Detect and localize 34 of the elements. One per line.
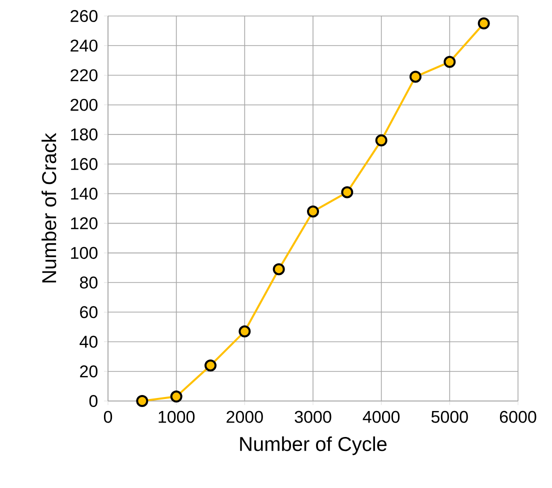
point	[341, 186, 354, 198]
point	[478, 17, 490, 30]
point	[170, 390, 182, 403]
y-tick-label: 60	[80, 306, 98, 318]
point	[272, 263, 285, 276]
point	[375, 134, 388, 146]
y-tick-label: 160	[71, 158, 98, 170]
x-tick-label: 4000	[362, 410, 400, 423]
x-tick-label: 5000	[431, 410, 468, 423]
y-tick-label: 20	[80, 365, 98, 378]
x-tick-label: 1000	[158, 410, 195, 423]
x-tick-label: 3000	[294, 410, 332, 423]
point	[238, 325, 251, 338]
y-tick-label: 100	[71, 246, 98, 259]
y-tick-label: 260	[70, 10, 98, 22]
y-tick-label: 80	[80, 276, 98, 289]
y-tick-label: 240	[70, 40, 98, 52]
y-axis-title: Number of Crack	[42, 132, 56, 282]
y-tick-label: 220	[70, 69, 98, 82]
x-tick-label: 6000	[500, 410, 536, 423]
point	[204, 359, 217, 372]
y-tick-label: 40	[80, 336, 98, 348]
point	[444, 56, 456, 68]
x-axis-title: Number of Cycle	[240, 436, 387, 456]
x-tick-label: 2000	[226, 410, 263, 423]
x-tick-label: 0	[104, 410, 112, 423]
y-tick-label: 140	[71, 188, 98, 200]
y-tick-label: 120	[71, 217, 98, 230]
y-tick-label: 0	[89, 394, 98, 408]
y-tick-label: 180	[71, 128, 98, 140]
point	[410, 70, 422, 83]
point	[136, 394, 148, 407]
point	[307, 205, 320, 218]
y-tick-label: 200	[70, 98, 98, 111]
